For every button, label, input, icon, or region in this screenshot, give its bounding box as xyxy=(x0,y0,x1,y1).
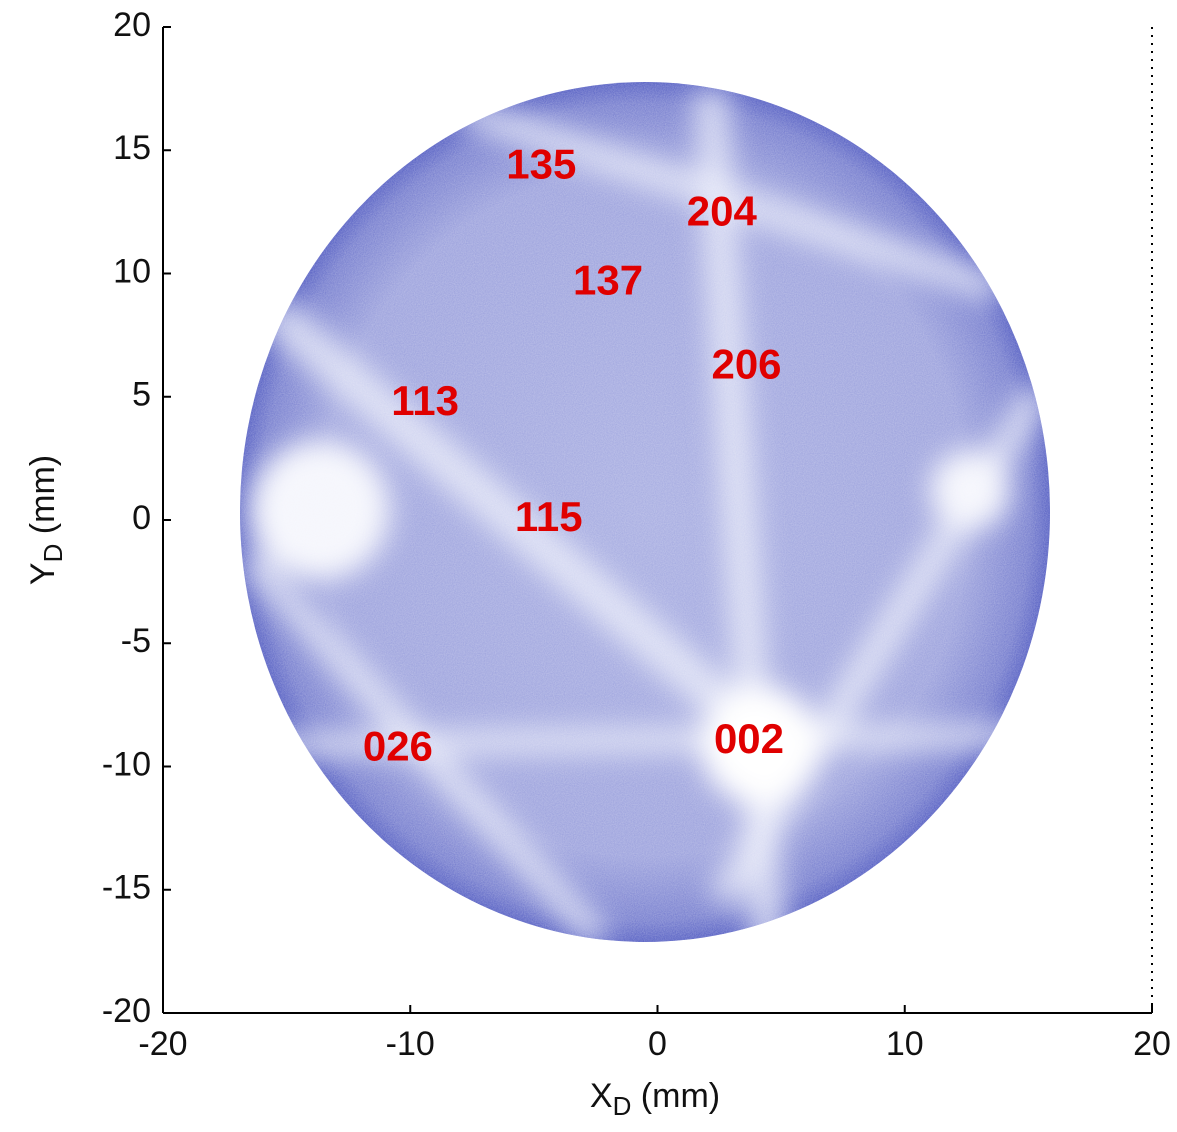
x-axis-label: XD (mm) xyxy=(590,1077,720,1121)
annotation: 137 xyxy=(573,256,643,303)
annotation: 115 xyxy=(515,493,583,540)
x-tick-label: -10 xyxy=(386,1025,435,1063)
y-tick-label: 15 xyxy=(113,129,151,167)
y-tick-label: -20 xyxy=(102,992,151,1030)
y-tick-label: 5 xyxy=(132,376,151,414)
x-tick-label: -20 xyxy=(138,1025,187,1063)
y-tick-label: -15 xyxy=(102,869,151,907)
y-tick-label: 10 xyxy=(113,252,151,290)
annotation: 206 xyxy=(711,340,781,387)
annotation: 002 xyxy=(714,715,784,762)
annotation: 204 xyxy=(687,187,758,234)
x-tick-label: 10 xyxy=(886,1025,924,1063)
x-tick-label: 20 xyxy=(1133,1025,1171,1063)
y-tick-label: -10 xyxy=(102,745,151,783)
annotation: 026 xyxy=(363,722,433,769)
x-tick-label: 0 xyxy=(648,1025,667,1063)
y-tick-label: 0 xyxy=(132,499,151,537)
pattern-image xyxy=(240,82,1050,942)
annotation: 113 xyxy=(391,377,459,424)
y-axis-label: YD (mm) xyxy=(24,455,68,585)
annotation: 135 xyxy=(506,141,576,188)
y-tick-label: -5 xyxy=(121,622,151,660)
y-tick-label: 20 xyxy=(113,6,151,44)
